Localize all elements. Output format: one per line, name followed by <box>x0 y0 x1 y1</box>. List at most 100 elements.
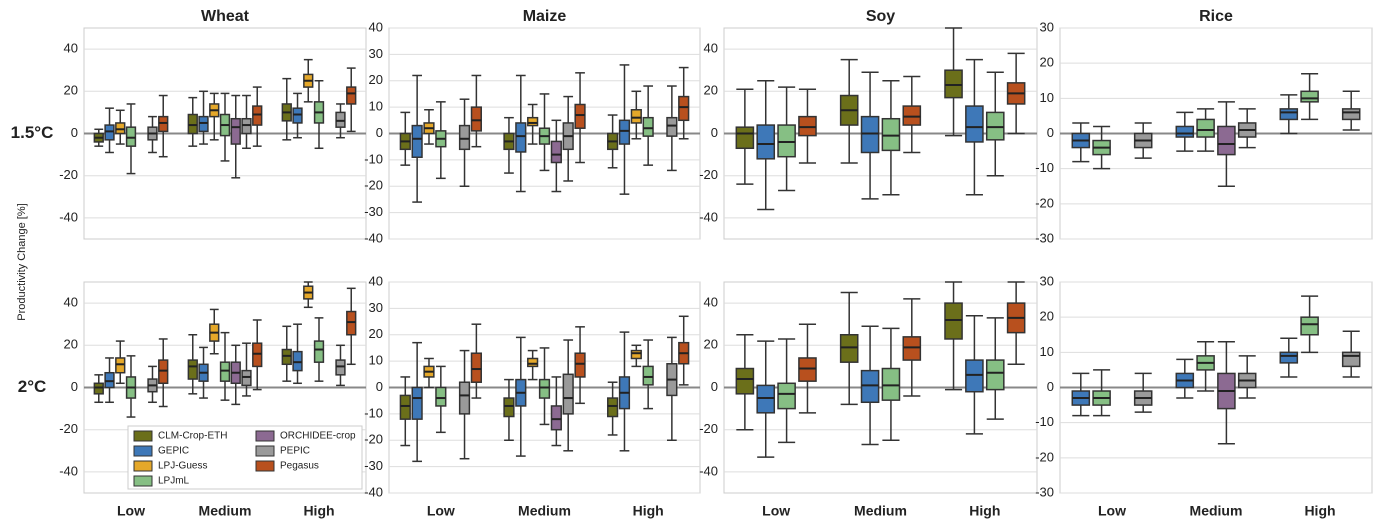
legend-frame <box>127 425 363 490</box>
y-tick-label: 40 <box>64 295 78 310</box>
box <box>346 310 357 336</box>
y-tick-label: -40 <box>699 209 718 224</box>
x-tick-label: Medium <box>854 503 907 519</box>
box <box>292 350 303 372</box>
row-label: 2°C <box>18 377 47 396</box>
box <box>550 140 562 164</box>
box <box>219 361 231 382</box>
box <box>527 116 539 127</box>
y-tick-label: 0 <box>711 379 718 394</box>
box <box>666 116 678 137</box>
box <box>241 369 252 387</box>
box <box>435 386 447 407</box>
box <box>1341 108 1361 121</box>
box <box>458 124 471 151</box>
x-tick-label: High <box>1304 503 1335 519</box>
y-tick-label: 0 <box>711 125 718 140</box>
box <box>881 367 901 401</box>
y-tick-label: -40 <box>59 463 78 478</box>
box <box>735 126 755 150</box>
legend-label: CLM-Crop-ETH <box>158 431 227 442</box>
box <box>777 124 796 158</box>
box <box>252 342 263 368</box>
box <box>115 122 126 135</box>
y-tick-label: -20 <box>364 432 383 447</box>
y-tick-label: -20 <box>699 421 718 436</box>
y-tick-label: 40 <box>704 295 718 310</box>
box <box>550 405 562 431</box>
legend-swatch <box>255 460 275 472</box>
x-tick-label: Medium <box>1190 503 1243 519</box>
y-tick-label: 10 <box>1040 344 1054 359</box>
box <box>798 357 817 382</box>
y-tick-label: 0 <box>1047 125 1054 140</box>
legend-swatch <box>133 445 153 457</box>
box <box>335 359 346 376</box>
box <box>458 381 471 415</box>
y-tick-label: -30 <box>1035 484 1054 499</box>
legend-label: LPJmL <box>158 476 190 487</box>
legend-swatch <box>255 430 275 442</box>
y-tick-label: 20 <box>704 337 718 352</box>
box <box>630 349 642 360</box>
box <box>230 117 241 145</box>
y-tick-label: -10 <box>1035 160 1054 175</box>
box <box>1279 108 1299 121</box>
box <box>1300 90 1319 103</box>
y-tick-label: -20 <box>1035 195 1054 210</box>
y-tick-label: -30 <box>1035 230 1054 245</box>
box <box>1279 351 1299 364</box>
y-tick-label: 10 <box>1040 90 1054 105</box>
box <box>944 302 963 340</box>
box <box>411 386 423 420</box>
x-tick-label: Low <box>1098 503 1126 519</box>
box <box>115 357 126 374</box>
box <box>313 340 325 363</box>
legend-label: ORCHIDEE-crop <box>280 431 356 442</box>
box <box>798 115 817 137</box>
box <box>618 119 631 145</box>
box <box>346 86 357 105</box>
y-tick-label: 30 <box>1040 19 1054 34</box>
y-tick-label: -40 <box>364 230 383 245</box>
box <box>607 397 619 418</box>
legend-swatch <box>133 460 153 472</box>
panel-title: Wheat <box>201 8 250 25</box>
y-tick-label: 10 <box>369 353 383 368</box>
box <box>187 359 198 380</box>
box <box>965 105 984 143</box>
y-tick-label: 20 <box>64 337 78 352</box>
box <box>902 105 922 126</box>
x-tick-label: High <box>303 503 334 519</box>
box <box>241 117 252 135</box>
box <box>756 124 776 160</box>
box <box>93 382 104 395</box>
legend-label: LPJ-Guess <box>158 461 207 472</box>
box <box>574 103 586 129</box>
y-tick-label: 20 <box>369 326 383 341</box>
y-tick-label: -10 <box>364 151 383 166</box>
box <box>839 334 859 363</box>
box <box>1341 351 1361 368</box>
box <box>756 384 776 414</box>
y-tick-label: -20 <box>59 167 78 182</box>
y-tick-label: 40 <box>64 41 78 56</box>
box <box>125 126 137 147</box>
legend-swatch <box>133 430 153 442</box>
box <box>562 373 574 415</box>
y-tick-label: 0 <box>71 125 78 140</box>
box <box>881 117 901 152</box>
y-tick-label: 40 <box>704 41 718 56</box>
box <box>965 359 984 393</box>
y-tick-label: -30 <box>364 204 383 219</box>
box <box>252 105 263 126</box>
box <box>1217 125 1236 156</box>
box <box>860 115 880 154</box>
y-tick-label: -20 <box>59 421 78 436</box>
box <box>281 348 292 366</box>
box <box>1300 316 1319 336</box>
y-tick-label: 30 <box>1040 273 1054 288</box>
y-tick-label: 0 <box>376 379 383 394</box>
y-tick-label: 40 <box>369 273 383 288</box>
y-tick-label: -30 <box>364 458 383 473</box>
